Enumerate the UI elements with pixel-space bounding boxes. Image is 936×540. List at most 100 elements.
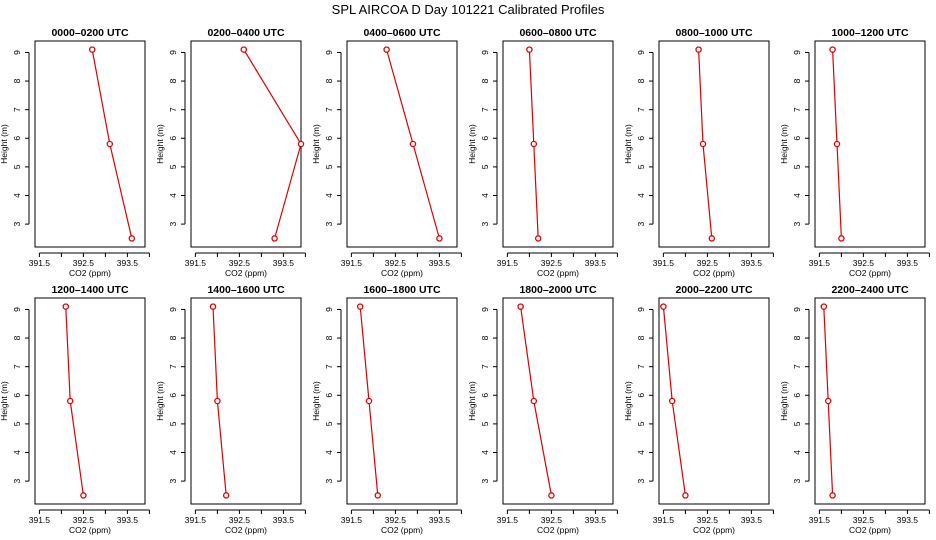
x-axis-label: CO2 (ppm) (849, 525, 891, 535)
panel-1: 0000–0200 UTC 391.5 392.5 393.5 CO2 (ppm) 3 4 5… (0, 27, 150, 278)
panel-9: 1600–1800 UTC 391.5 392.5 393.5 CO2 (ppm) 3 4 5… (311, 284, 462, 535)
x-tick-label: 393.5 (897, 515, 919, 525)
y-tick-label: 9 (324, 50, 334, 55)
data-point (66, 397, 74, 405)
y-tick-label: 4 (480, 450, 490, 455)
y-tick-label: 8 (12, 335, 22, 340)
y-tick-label: 7 (12, 107, 22, 112)
panel-title: 1600–1800 UTC (363, 284, 440, 296)
data-point (526, 46, 533, 53)
panel-title: 1200–1400 UTC (51, 284, 128, 296)
y-tick-label: 7 (792, 364, 802, 369)
series-line (243, 49, 302, 239)
y-tick-label: 8 (324, 335, 334, 340)
x-tick-label: 392.5 (853, 515, 875, 525)
panel-title: 0200–0400 UTC (207, 27, 284, 39)
data-point (62, 303, 70, 310)
data-point (708, 235, 716, 242)
data-point (297, 140, 305, 148)
y-tick-label: 7 (168, 364, 178, 369)
data-point (240, 46, 248, 53)
data-point (833, 140, 841, 148)
y-tick-label: 4 (324, 450, 334, 455)
y-tick-label: 7 (168, 107, 178, 112)
y-tick-label: 3 (792, 221, 802, 226)
plot-frame (190, 40, 302, 248)
y-axis-label: Height (m) (467, 381, 477, 421)
x-axis-label: CO2 (ppm) (69, 525, 111, 535)
y-tick-label: 6 (480, 393, 490, 398)
y-tick-label: 6 (168, 393, 178, 398)
data-point (214, 397, 221, 405)
y-tick-label: 9 (12, 307, 22, 312)
y-tick-label: 7 (324, 364, 334, 369)
x-tick-label: 391.5 (29, 258, 51, 268)
data-point (409, 140, 417, 148)
data-point (695, 46, 702, 53)
data-point (356, 303, 364, 310)
data-point (222, 492, 230, 499)
plot-frame (346, 40, 458, 248)
data-point (699, 140, 707, 148)
y-tick-label: 6 (324, 393, 334, 398)
y-tick-label: 5 (12, 164, 22, 169)
x-tick-label: 391.5 (185, 258, 207, 268)
y-tick-label: 9 (480, 307, 490, 312)
y-tick-label: 4 (792, 450, 802, 455)
y-tick-label: 8 (12, 78, 22, 83)
panel-7: 1200–1400 UTC 391.5 392.5 393.5 CO2 (ppm) 3 4 5… (0, 284, 150, 535)
y-tick-label: 8 (480, 335, 490, 340)
x-tick-label: 393.5 (117, 515, 139, 525)
data-point (548, 492, 555, 499)
y-tick-label: 8 (324, 78, 334, 83)
y-tick-label: 7 (480, 364, 490, 369)
x-tick-label: 392.5 (697, 515, 719, 525)
data-point (829, 492, 836, 499)
x-tick-label: 391.5 (29, 515, 51, 525)
data-point (80, 492, 87, 499)
plot-frame (34, 297, 146, 505)
y-tick-label: 4 (12, 193, 22, 198)
y-tick-label: 4 (168, 450, 178, 455)
x-tick-label: 393.5 (117, 258, 139, 268)
x-tick-label: 391.5 (653, 258, 675, 268)
panel-8: 1400–1600 UTC 391.5 392.5 393.5 CO2 (ppm) 3 4 5… (155, 284, 306, 535)
data-point (534, 235, 542, 242)
plot-frame (346, 297, 458, 505)
x-axis-label: CO2 (ppm) (225, 525, 267, 535)
x-tick-label: 393.5 (429, 258, 451, 268)
y-axis-label: Height (m) (779, 381, 789, 421)
x-tick-label: 392.5 (853, 258, 875, 268)
y-tick-label: 6 (12, 393, 22, 398)
figure-title: SPL AIRCOA D Day 101221 Calibrated Profi… (331, 2, 605, 17)
y-tick-label: 7 (480, 107, 490, 112)
panel-10: 1800–2000 UTC 391.5 392.5 393.5 CO2 (ppm) 3 4 5… (467, 284, 618, 535)
panel-6: 1000–1200 UTC 391.5 392.5 393.5 CO2 (ppm) 3 4 5… (779, 27, 930, 278)
x-tick-label: 392.5 (385, 515, 407, 525)
y-tick-label: 4 (480, 193, 490, 198)
y-tick-label: 5 (480, 164, 490, 169)
x-axis-label: CO2 (ppm) (381, 268, 423, 278)
y-tick-label: 9 (792, 307, 802, 312)
y-tick-label: 6 (480, 136, 490, 141)
y-tick-label: 3 (324, 221, 334, 226)
data-point (436, 235, 443, 242)
y-tick-label: 4 (636, 193, 646, 198)
x-tick-label: 391.5 (185, 515, 207, 525)
y-tick-label: 5 (480, 421, 490, 426)
y-axis-label: Height (m) (0, 381, 9, 421)
x-tick-label: 392.5 (73, 258, 95, 268)
x-axis-label: CO2 (ppm) (69, 268, 111, 278)
plot-frame (190, 297, 302, 505)
y-tick-label: 8 (636, 335, 646, 340)
plot-frame (502, 40, 614, 248)
y-axis-label: Height (m) (155, 381, 165, 421)
data-point (838, 235, 845, 242)
data-point (682, 492, 689, 499)
data-point (209, 303, 217, 310)
y-tick-label: 5 (324, 421, 334, 426)
panel-title: 0800–1000 UTC (675, 27, 752, 39)
x-axis-label: CO2 (ppm) (849, 268, 891, 278)
y-tick-label: 5 (168, 164, 178, 169)
y-tick-label: 3 (792, 478, 802, 483)
